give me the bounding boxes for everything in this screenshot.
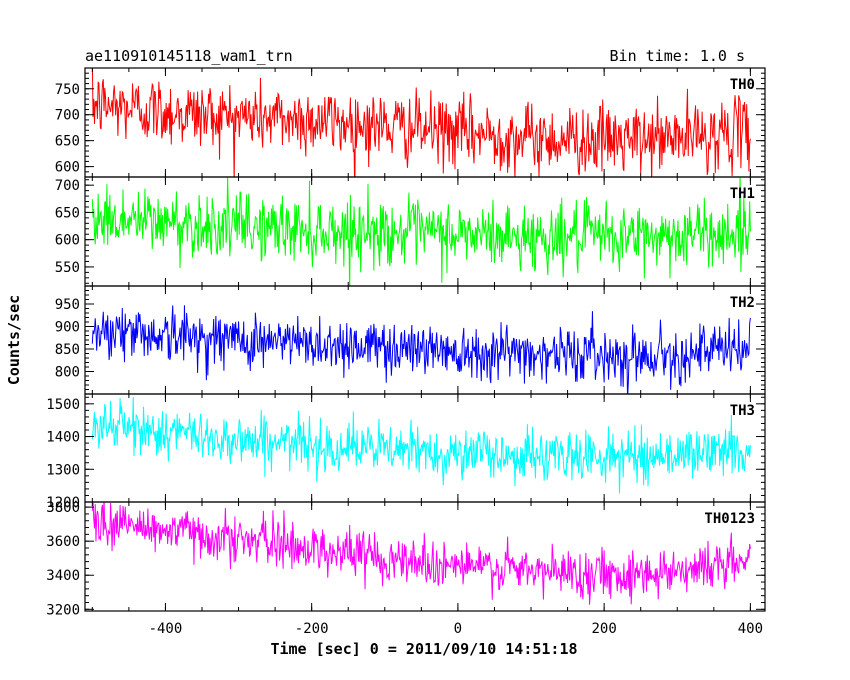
y-axis-title: Counts/sec xyxy=(5,295,23,385)
x-axis-title: Time [sec] 0 = 2011/09/10 14:51:18 xyxy=(270,640,577,658)
y-tick-label: 3400 xyxy=(46,568,80,584)
y-tick-label: 550 xyxy=(55,260,80,276)
y-tick-label: 800 xyxy=(55,365,80,381)
panel-label: TH0123 xyxy=(704,511,755,527)
x-tick-label: 200 xyxy=(591,621,616,637)
series-th1 xyxy=(91,177,751,286)
y-tick-label: 3200 xyxy=(46,602,80,618)
panel-th0: 600 650 700 750 TH0 xyxy=(55,67,766,178)
y-tick-label: 900 xyxy=(55,320,80,336)
y-tick-label: 850 xyxy=(55,342,80,358)
y-tick-label: 1300 xyxy=(46,462,80,478)
panel-th0123: 3200 3400 3600 3800 TH0123 xyxy=(46,500,766,618)
panel-frame xyxy=(84,285,766,395)
panel-frame xyxy=(84,501,766,612)
panel-label: TH1 xyxy=(730,186,755,202)
panel-th1: 550 600 650 700 TH1 xyxy=(55,176,766,287)
panel-th2: 800 850 900 950 TH2 xyxy=(55,285,766,395)
series-th0123 xyxy=(91,502,751,605)
y-tick-label: 650 xyxy=(55,205,80,221)
series-th3 xyxy=(91,397,751,494)
y-tick-label: 750 xyxy=(55,82,80,98)
bin-time-label: Bin time: 1.0 s xyxy=(610,47,745,65)
x-axis: -400 -200 0 200 400 xyxy=(149,621,763,637)
panel-label: TH0 xyxy=(730,77,755,93)
y-tick-label: 600 xyxy=(55,160,80,176)
panel-th3: 1200 1300 1400 1500 TH3 xyxy=(46,393,766,511)
panel-label: TH3 xyxy=(730,403,755,419)
y-tick-label: 1500 xyxy=(46,397,80,413)
y-tick-label: 950 xyxy=(55,297,80,313)
y-tick-label: 600 xyxy=(55,233,80,249)
x-tick-label: 400 xyxy=(738,621,763,637)
chart-title: ae110910145118_wam1_trn xyxy=(85,47,293,65)
y-tick-label: 700 xyxy=(55,108,80,124)
y-tick-label: 700 xyxy=(55,178,80,194)
y-tick-label: 3800 xyxy=(46,500,80,516)
y-tick-label: 1400 xyxy=(46,430,80,446)
x-tick-label: 0 xyxy=(454,621,462,637)
y-tick-label: 1200 xyxy=(46,495,80,511)
y-tick-label: 650 xyxy=(55,134,80,150)
x-tick-label: -400 xyxy=(149,621,183,637)
y-tick-label: 3600 xyxy=(46,534,80,550)
panel-label: TH2 xyxy=(730,295,755,311)
series-th2 xyxy=(91,305,751,394)
panels: 600 650 700 750 TH0 550 600 650 700 TH1 800 850 900 9… xyxy=(46,67,766,618)
x-tick-label: -200 xyxy=(295,621,329,637)
